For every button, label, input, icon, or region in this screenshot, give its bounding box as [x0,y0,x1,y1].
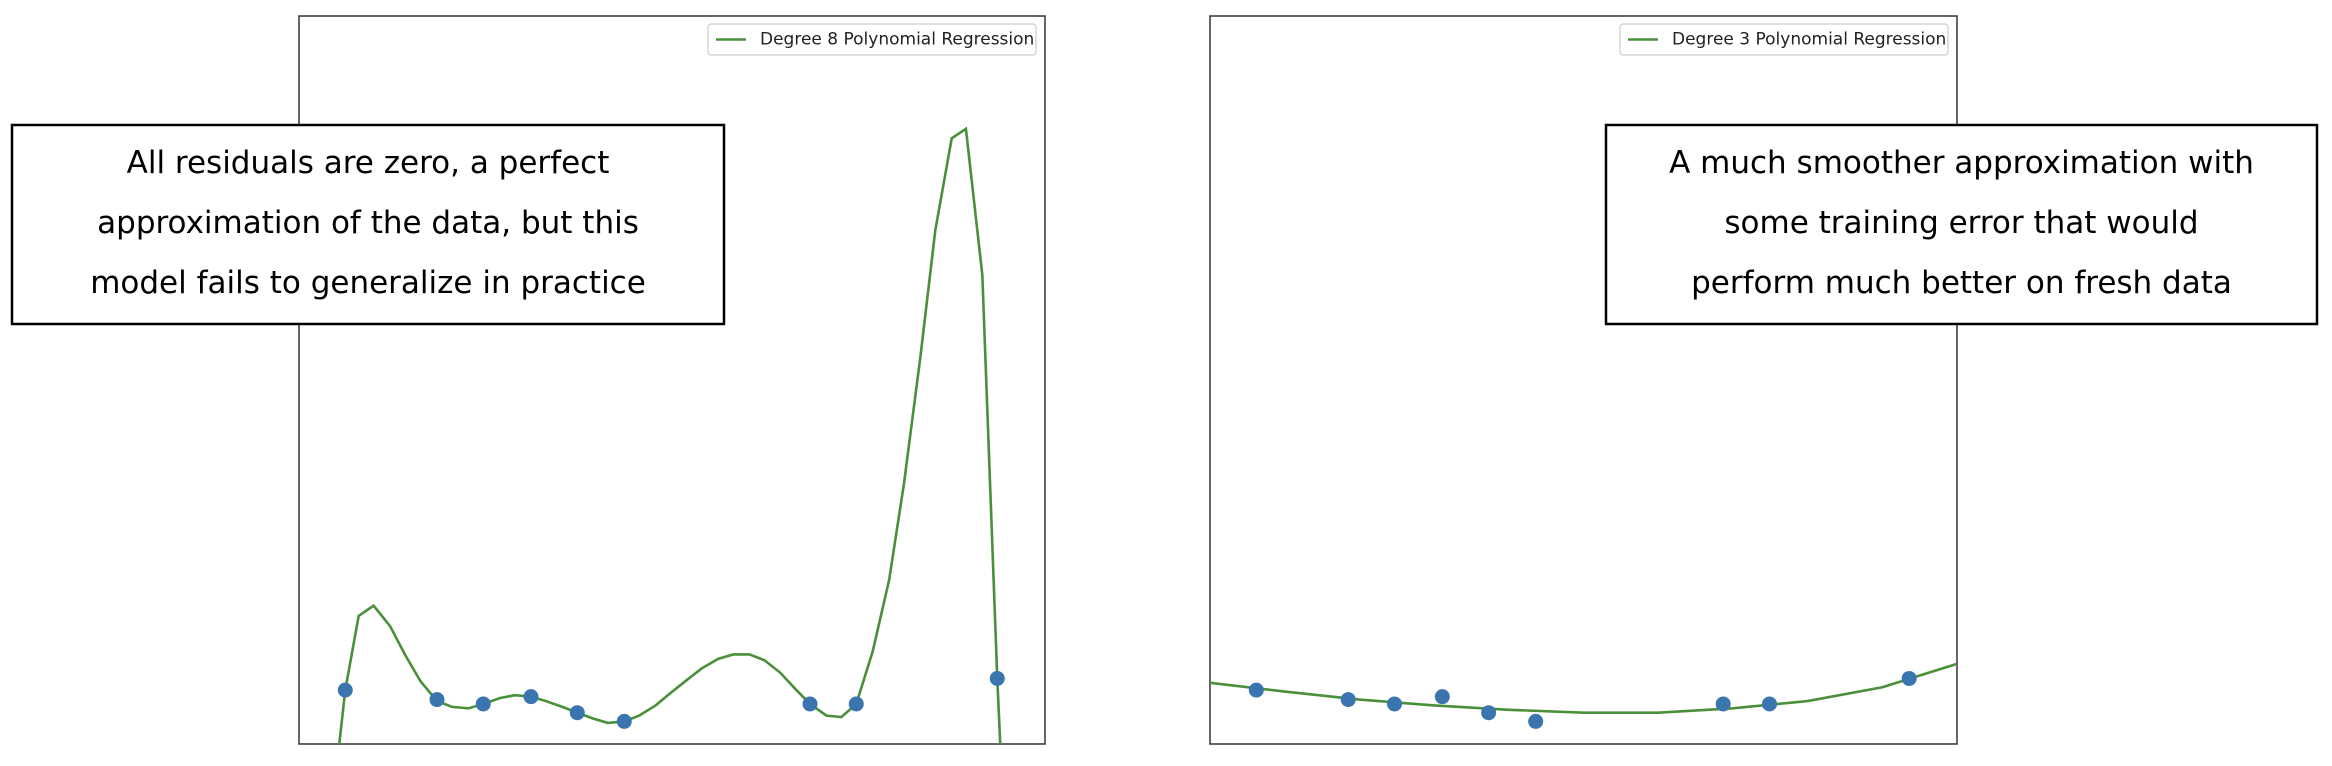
annotation: All residuals are zero, a perfect approxi… [10,123,726,326]
data-point [1481,705,1497,721]
data-point [1434,689,1450,705]
legend-label: Degree 3 Polynomial Regression [1672,30,1946,50]
annotation-box [10,123,726,326]
data-point [569,705,585,721]
data-point [1528,713,1544,729]
annotation-line: A much smoother approximation with [1669,145,2254,181]
data-point [1762,696,1778,712]
data-point [337,682,353,698]
data-point [523,689,539,705]
annotation-line: some training error that would [1724,205,2198,241]
data-point [616,713,632,729]
data-point [1901,670,1917,686]
data-point [1340,692,1356,708]
annotation-line: perform much better on fresh data [1691,265,2232,301]
legend-box [1619,23,1949,56]
data-point [475,696,491,712]
legend: Degree 3 Polynomial Regression [1619,23,1949,56]
data-point [848,696,864,712]
fit-line [1210,662,1957,714]
annotation-line: model fails to generalize in practice [90,265,646,301]
data-point [1387,696,1403,712]
annotation: A much smoother approximation with some t… [1604,123,2319,326]
annotation-box [1604,123,2319,326]
data-point [1248,682,1264,698]
legend-label: Degree 8 Polynomial Regression [760,30,1034,50]
data-point [802,696,818,712]
legend: Degree 8 Polynomial Regression [707,23,1037,56]
data-point [989,670,1005,686]
annotation-line: approximation of the data, but this [97,205,639,241]
data-point [429,692,445,708]
data-point [1715,696,1731,712]
annotation-line: All residuals are zero, a perfect [127,145,610,181]
legend-box [707,23,1037,56]
